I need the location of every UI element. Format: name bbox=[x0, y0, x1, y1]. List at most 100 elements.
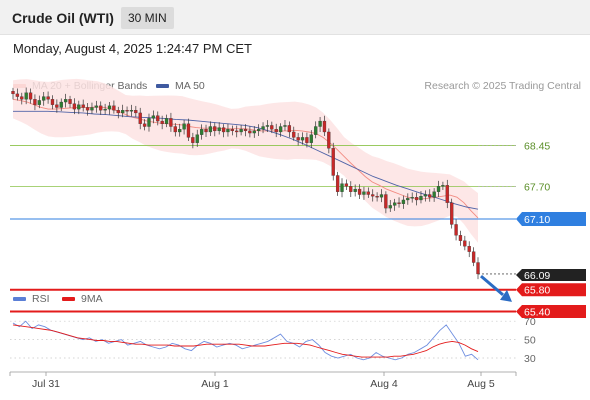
candle-body bbox=[199, 129, 204, 135]
candle-body bbox=[362, 191, 366, 195]
bollinger-bands bbox=[13, 78, 478, 243]
candle-body bbox=[340, 183, 344, 192]
candle-body bbox=[305, 137, 309, 143]
candle-body bbox=[423, 194, 428, 197]
price-tag-label: 65.40 bbox=[524, 306, 550, 318]
candle-body bbox=[129, 110, 134, 112]
x-axis-label: Aug 1 bbox=[201, 378, 229, 390]
candle-body bbox=[230, 129, 234, 132]
candle-body bbox=[151, 115, 156, 119]
chart-datetime: Monday, August 4, 2025 1:24:47 PM CET bbox=[13, 41, 252, 56]
candle-body bbox=[169, 118, 173, 127]
price-levels bbox=[10, 145, 516, 313]
candle-body bbox=[401, 199, 406, 204]
candle-body bbox=[318, 120, 322, 127]
rsi-level-label: 30 bbox=[524, 353, 536, 365]
rsi-panel: 70 50 30 bbox=[10, 316, 536, 365]
candle-body bbox=[63, 99, 68, 103]
candle-body bbox=[388, 205, 392, 209]
candle-body bbox=[366, 191, 370, 195]
price-tag-bg bbox=[516, 283, 586, 297]
price-tag-bg bbox=[516, 212, 586, 226]
candle-body bbox=[441, 185, 445, 187]
candle-body bbox=[235, 130, 239, 133]
candle-body bbox=[476, 262, 480, 275]
candle-body bbox=[24, 92, 28, 100]
price-tag-bg bbox=[516, 268, 586, 281]
forecast-arrow-icon bbox=[480, 274, 512, 302]
candle-body bbox=[270, 125, 274, 130]
candle-body bbox=[90, 107, 94, 111]
candle-body bbox=[257, 129, 261, 132]
legend-ma50: MA 50 bbox=[156, 80, 205, 92]
candle-body bbox=[72, 103, 77, 110]
candle-body bbox=[419, 196, 423, 201]
candle-body bbox=[344, 183, 349, 187]
candle-body bbox=[178, 129, 182, 133]
price-tag-label: 67.10 bbox=[524, 214, 550, 226]
x-axis: Jul 31 Aug 1 Aug 4 Aug 5 bbox=[9, 371, 517, 390]
candle-body bbox=[46, 96, 50, 100]
price-tag-bg bbox=[516, 304, 586, 318]
candle-body bbox=[55, 104, 59, 108]
legend-9ma: 9MA bbox=[62, 293, 103, 305]
legend-ma50-swatch bbox=[156, 84, 169, 88]
candle-body bbox=[335, 175, 340, 192]
candle-body bbox=[371, 194, 375, 197]
legend-rsi-label: RSI bbox=[32, 293, 50, 305]
candle-body bbox=[37, 100, 41, 105]
candle-body bbox=[463, 240, 467, 247]
candle-body bbox=[296, 137, 300, 141]
candle-body bbox=[450, 202, 454, 225]
candle-body bbox=[454, 224, 458, 236]
candle-body bbox=[322, 120, 327, 133]
candle-body bbox=[142, 123, 147, 127]
candle-body bbox=[252, 130, 256, 134]
candle-body bbox=[379, 194, 384, 198]
forecast-arrow-shaft bbox=[480, 274, 504, 297]
candle-body bbox=[239, 129, 243, 133]
candle-body bbox=[432, 191, 436, 198]
timeframe-badge[interactable]: 30 MIN bbox=[121, 7, 174, 29]
candle-body bbox=[94, 105, 98, 108]
rsi-level-label: 50 bbox=[524, 335, 536, 347]
candle-body bbox=[471, 251, 476, 263]
candle-body bbox=[103, 108, 107, 111]
candle-body bbox=[164, 118, 169, 124]
candle-body bbox=[309, 134, 313, 143]
candle-body bbox=[248, 130, 252, 134]
candle-body bbox=[414, 197, 419, 201]
candle-body bbox=[300, 137, 305, 141]
candle-body bbox=[160, 120, 164, 124]
candle-body bbox=[331, 148, 335, 176]
candle-body bbox=[107, 105, 112, 110]
candle-body bbox=[20, 96, 24, 100]
candle-body bbox=[393, 202, 397, 206]
candle-body bbox=[283, 125, 287, 127]
candle-body bbox=[116, 110, 120, 114]
candle-body bbox=[397, 202, 401, 204]
candle-body bbox=[349, 186, 353, 192]
candle-body bbox=[445, 185, 449, 203]
candle-body bbox=[428, 194, 432, 198]
price-tag-label: 66.09 bbox=[524, 270, 550, 282]
candle-body bbox=[287, 125, 292, 133]
candle-body bbox=[186, 123, 191, 138]
rsi-ma-line bbox=[12, 324, 479, 358]
candle-body bbox=[68, 99, 72, 104]
candle-body bbox=[458, 235, 463, 241]
candle-body bbox=[204, 129, 208, 133]
candle-body bbox=[121, 110, 125, 114]
forecast-arrow-head bbox=[500, 289, 512, 302]
candle-body bbox=[217, 127, 221, 132]
candle-body bbox=[226, 129, 230, 133]
candle-body bbox=[125, 110, 129, 112]
candle-body bbox=[42, 96, 46, 101]
candle-body bbox=[33, 99, 37, 105]
candle-body bbox=[292, 131, 296, 138]
legend-9ma-swatch bbox=[62, 297, 75, 301]
candle-body bbox=[243, 129, 248, 132]
candle-body bbox=[384, 194, 388, 209]
x-axis-label: Aug 5 bbox=[467, 378, 495, 390]
